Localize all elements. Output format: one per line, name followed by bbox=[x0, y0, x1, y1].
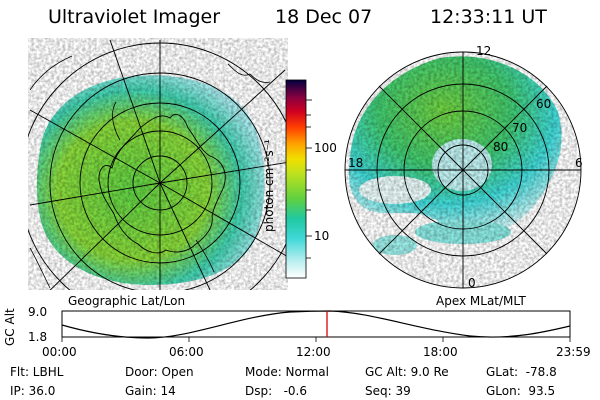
antarctica-coastline bbox=[98, 114, 226, 254]
colorbar-ticks bbox=[306, 99, 312, 259]
gain-status: Gain: 14 bbox=[125, 384, 176, 398]
magnetic-grid bbox=[344, 51, 582, 289]
mlat-label-80: 80 bbox=[493, 140, 509, 154]
mlat-label-70: 70 bbox=[512, 121, 528, 135]
instrument-title: Ultraviolet Imager bbox=[48, 6, 221, 28]
mlt-label-6: 6 bbox=[575, 156, 583, 170]
magnetic-map bbox=[344, 51, 582, 289]
filter-status: Flt: LBHL bbox=[10, 365, 64, 379]
glat-status: GLat: -78.8 bbox=[486, 365, 557, 379]
xtick-0000: 00:00 bbox=[42, 345, 77, 359]
geographic-grid bbox=[28, 39, 288, 290]
mlt-label-12: 12 bbox=[476, 44, 492, 58]
altitude-ytick-min: 1.8 bbox=[28, 330, 48, 344]
glon-status: GLon: 93.5 bbox=[486, 384, 556, 398]
xtick-1200: 12:00 bbox=[296, 345, 331, 359]
colorbar-unit-label: photon cm⁻²s⁻¹ bbox=[262, 139, 276, 232]
geographic-caption: Geographic Lat/Lon bbox=[68, 294, 186, 308]
altitude-ylabel: GC Alt bbox=[3, 308, 17, 346]
altitude-curve bbox=[61, 310, 571, 339]
mode-status: Mode: Normal bbox=[245, 365, 329, 379]
geographic-map bbox=[28, 38, 288, 290]
ip-status: IP: 36.0 bbox=[10, 384, 56, 398]
mlat-label-60: 60 bbox=[536, 97, 552, 111]
continent-outline-nw bbox=[29, 55, 73, 91]
xtick-1800: 18:00 bbox=[423, 345, 458, 359]
altitude-plot bbox=[61, 310, 571, 342]
colorbar bbox=[285, 79, 307, 279]
mlt-label-0: 0 bbox=[468, 276, 476, 290]
image-time: 12:33:11 UT bbox=[430, 6, 547, 28]
colorbar-tick-100: 100 bbox=[314, 141, 337, 155]
mlt-label-18: 18 bbox=[348, 156, 364, 170]
magnetic-caption: Apex MLat/MLT bbox=[436, 294, 526, 308]
seq-status: Seq: 39 bbox=[365, 384, 411, 398]
xtick-0600: 06:00 bbox=[169, 345, 204, 359]
continent-outline-sw bbox=[29, 247, 51, 289]
colorbar-tick-10: 10 bbox=[314, 229, 330, 243]
image-date: 18 Dec 07 bbox=[275, 6, 373, 28]
altitude-ytick-max: 9.0 bbox=[28, 305, 48, 319]
dsp-status: Dsp: -0.6 bbox=[245, 384, 308, 398]
gc-alt-status: GC Alt: 9.0 Re bbox=[365, 365, 449, 379]
xtick-2359: 23:59 bbox=[556, 345, 591, 359]
continent-outline-ne bbox=[227, 63, 271, 83]
door-status: Door: Open bbox=[125, 365, 194, 379]
